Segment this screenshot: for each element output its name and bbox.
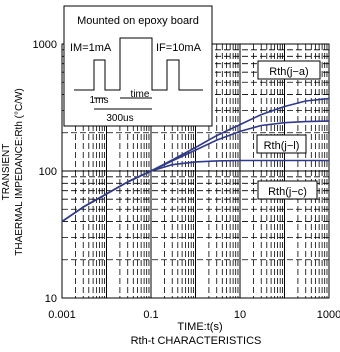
inset-im-label: IM=1mA bbox=[70, 42, 112, 54]
series-lines bbox=[61, 97, 330, 223]
y-axis-label-line2: THAERMAL IMPEDANCE:Rth (°C/W) bbox=[14, 88, 25, 256]
x-tick-label: 0.001 bbox=[48, 309, 76, 321]
y-tick-label: 10 bbox=[45, 293, 57, 305]
label-jc: Rth(j−c) bbox=[268, 186, 307, 198]
inset-pulse-diagram: Mounted on epoxy board IM=1mA IF=10mA 1m… bbox=[63, 5, 213, 127]
label-jl-box: Rth(j−l) bbox=[256, 134, 307, 154]
x-tick-label: 1000 bbox=[317, 309, 340, 321]
inset-time-label: time bbox=[131, 89, 150, 100]
inset-frame bbox=[63, 5, 213, 127]
inset-if-label: IF=10mA bbox=[156, 42, 202, 54]
series-line-2 bbox=[61, 159, 329, 223]
y-tick-label: 1000 bbox=[33, 39, 57, 51]
y-tick-label: 100 bbox=[39, 166, 57, 178]
inset-title: Mounted on epoxy board bbox=[77, 15, 199, 27]
label-ja: Rth(j−a) bbox=[269, 66, 308, 78]
x-tick-label: 0.1 bbox=[143, 309, 158, 321]
x-axis-label: TIME:t(s) bbox=[177, 321, 222, 333]
inset-1ms-label: 1ms bbox=[90, 95, 109, 106]
y-axis-label-line1: TRANSIENT bbox=[1, 144, 12, 201]
label-ja-box: Rth(j−a) bbox=[257, 60, 321, 80]
label-jc-box: Rth(j−c) bbox=[257, 180, 318, 200]
grid bbox=[62, 44, 329, 298]
chart-caption: Rth-t CHARACTERISTICS bbox=[131, 335, 262, 347]
x-tick-label: 10 bbox=[234, 309, 246, 321]
inset-300us-label: 300us bbox=[106, 113, 133, 124]
label-jl: Rth(j−l) bbox=[264, 140, 300, 152]
pulse-waveform bbox=[74, 37, 203, 91]
tick-labels: 0.001 0.1 10 1000 10 100 1000 bbox=[33, 39, 340, 321]
